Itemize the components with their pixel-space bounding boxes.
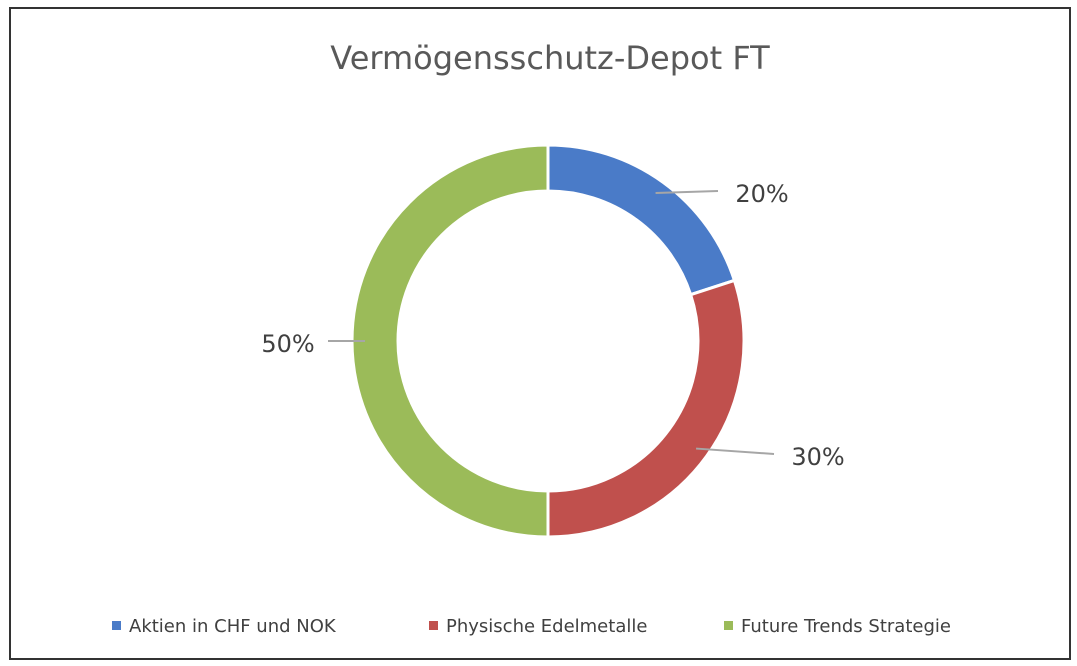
leader-line [655, 190, 719, 194]
legend-label: Future Trends Strategie [741, 616, 951, 637]
doughnut-slice [350, 143, 550, 539]
legend-label: Physische Edelmetalle [446, 616, 647, 637]
legend-marker [112, 621, 121, 630]
legend-marker [429, 621, 438, 630]
legend-marker [724, 621, 733, 630]
chart-frame [9, 7, 1071, 660]
chart-title: Vermögensschutz-Depot FT [330, 39, 770, 77]
legend-label: Aktien in CHF und NOK [129, 616, 337, 637]
data-label: 20% [735, 180, 788, 208]
data-label: 30% [791, 443, 844, 471]
data-label: 50% [261, 330, 314, 358]
leader-line [695, 447, 775, 455]
